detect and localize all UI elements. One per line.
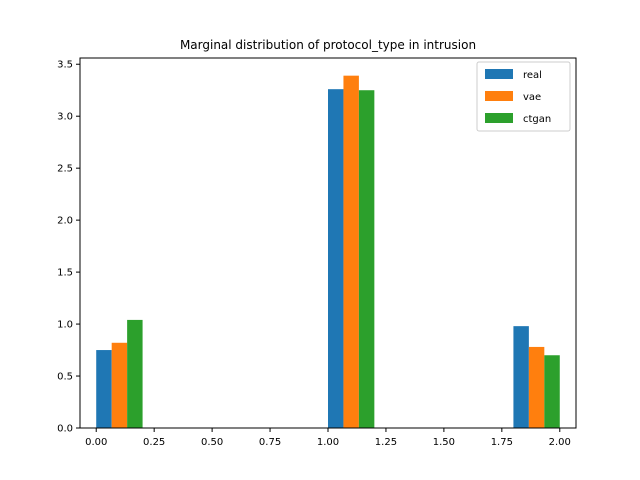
legend-swatch-real [485,69,513,79]
legend-swatch-ctgan [485,113,513,123]
bar-real-2 [513,326,529,428]
legend-swatch-vae [485,91,513,101]
bar-ctgan-1 [358,90,375,428]
legend-label-ctgan: ctgan [523,114,551,125]
x-tick-label-0: 0.00 [85,437,107,448]
y-axis: 0.0 0.5 1.0 1.5 2.0 2.5 3.0 3.5 [57,60,80,435]
y-tick-label-6: 3.0 [57,112,73,123]
bar-vae-1 [343,75,359,429]
x-tick-label-2: 0.50 [201,437,223,448]
bar-vae-2 [528,346,545,428]
y-tick-label-5: 2.5 [57,164,73,175]
y-tick-label-4: 2.0 [57,216,73,227]
legend: real vae ctgan [476,61,571,132]
y-tick-label-1: 0.5 [57,372,73,383]
x-axis: 0.00 0.25 0.50 0.75 1.00 1.25 1.50 1.75 2.00 [85,428,571,448]
y-tick-label-2: 1.0 [57,320,73,331]
legend-label-real: real [523,70,542,81]
bar-vae-0 [111,342,128,428]
y-tick-label-7: 3.5 [57,60,73,71]
bar-real-1 [328,89,344,429]
bar-ctgan-0 [127,319,143,428]
x-tick-label-3: 0.75 [259,437,281,448]
y-tick-label-0: 0.0 [57,424,73,435]
bar-ctgan-2 [544,355,560,428]
bars-group [96,75,560,429]
legend-label-vae: vae [523,92,541,103]
chart-title: Marginal distribution of protocol_type i… [180,38,476,52]
x-tick-label-6: 1.50 [433,437,455,448]
y-tick-label-3: 1.5 [57,268,73,279]
x-tick-label-1: 0.25 [143,437,165,448]
x-tick-label-8: 2.00 [549,437,571,448]
x-tick-label-7: 1.75 [491,437,513,448]
x-tick-label-4: 1.00 [317,437,339,448]
x-tick-label-5: 1.25 [375,437,397,448]
bar-real-0 [96,350,112,428]
